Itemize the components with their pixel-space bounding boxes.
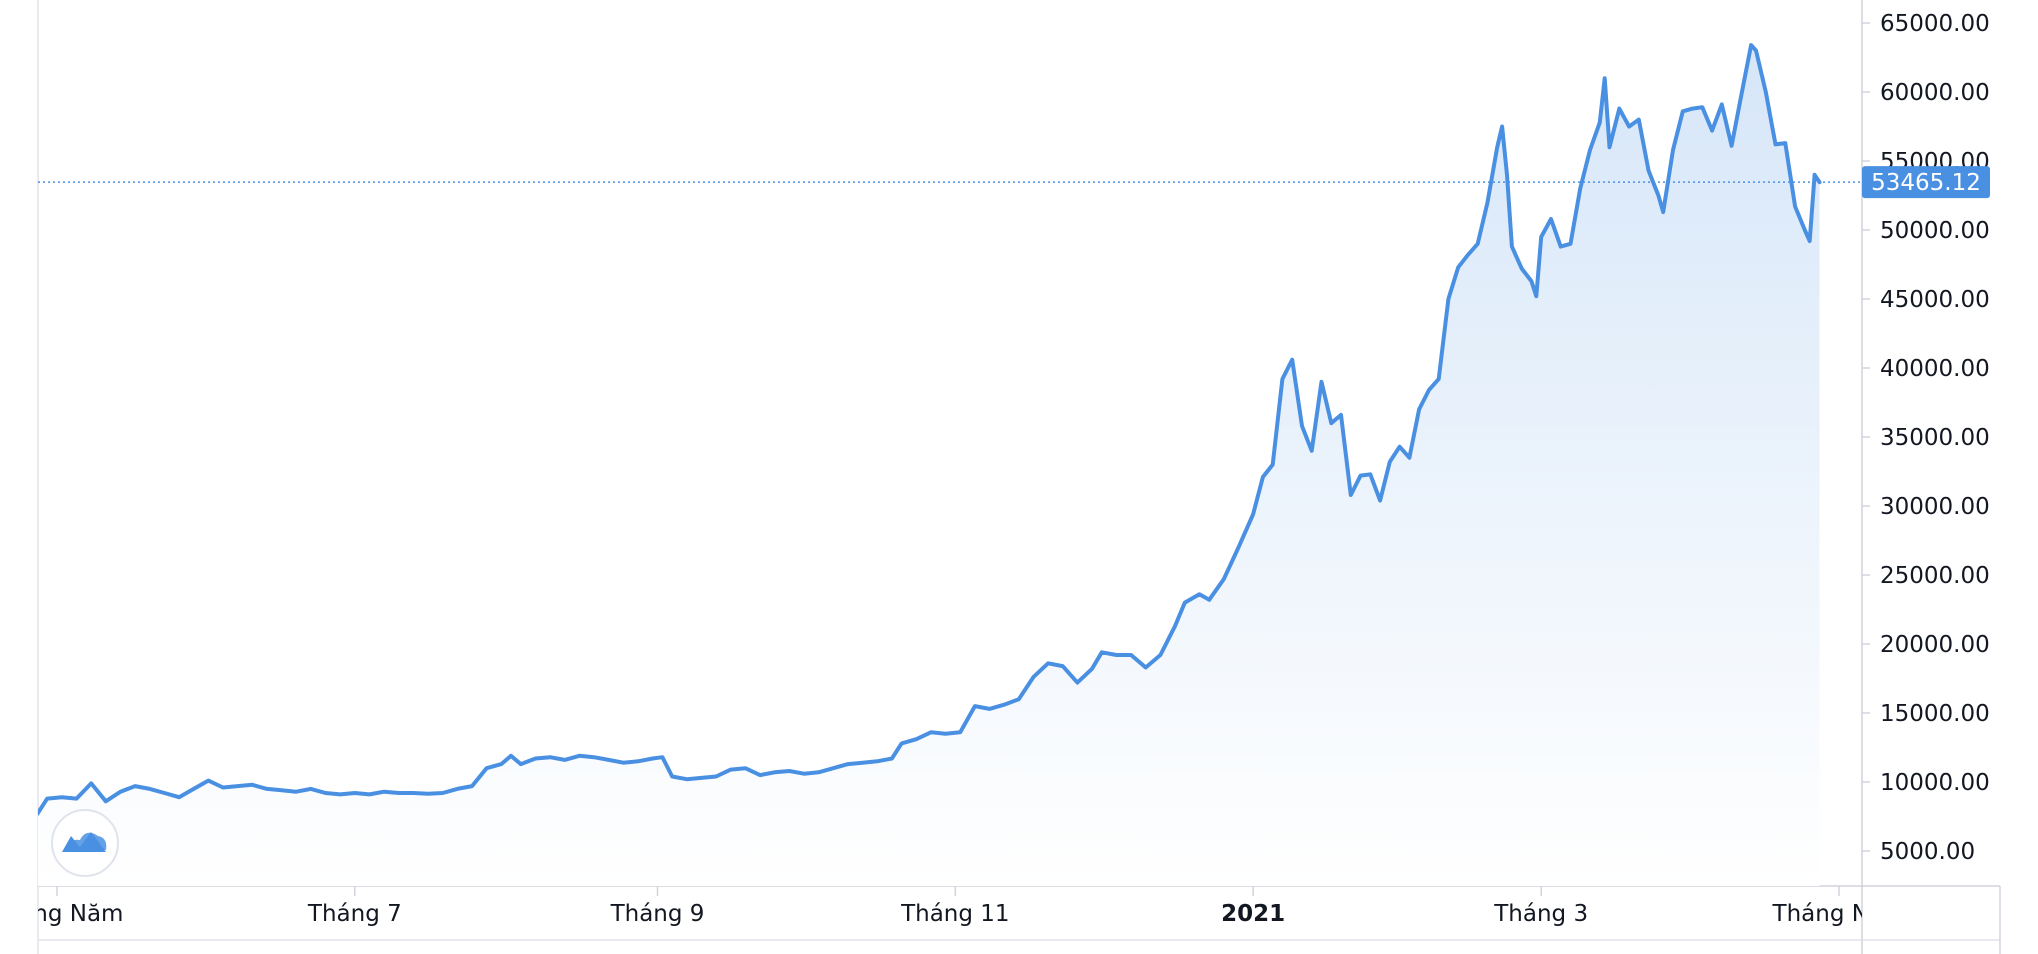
x-tick-label: Tháng Năm	[0, 901, 123, 927]
y-tick-label: 30000.00	[1880, 494, 1990, 520]
y-tick-label: 40000.00	[1880, 356, 1990, 382]
price-area-fill	[38, 45, 1820, 886]
time-axis: Tháng Năm Tháng 7 Tháng 9 Tháng 11 2021 Tháng…	[0, 886, 1906, 927]
y-tick-label: 10000.00	[1880, 770, 1990, 796]
y-tick-label: 65000.00	[1880, 11, 1990, 37]
price-line	[38, 43, 1822, 816]
last-price-label: 53465.12	[1871, 170, 1981, 196]
price-axis: 65000.0060000.0055000.0050000.0045000.00…	[1862, 11, 1990, 865]
y-tick-label: 60000.00	[1880, 80, 1990, 106]
x-tick-label: Tháng 3	[1493, 901, 1588, 927]
y-tick-label: 45000.00	[1880, 287, 1990, 313]
x-tick-label: 2021	[1221, 901, 1285, 927]
y-tick-label: 50000.00	[1880, 218, 1990, 244]
y-tick-label: 25000.00	[1880, 563, 1990, 589]
y-tick-label: 5000.00	[1880, 839, 1975, 865]
y-tick-label: 15000.00	[1880, 701, 1990, 727]
tradingview-logo-button[interactable]	[51, 809, 119, 877]
logo-icon	[62, 832, 107, 852]
x-tick-label: Tháng 7	[307, 901, 402, 927]
last-price-tag: 53465.12	[1862, 166, 1990, 199]
x-tick-label: Tháng 9	[610, 901, 705, 927]
x-tick-label: Tháng Năm	[1772, 901, 1906, 927]
y-tick-label: 35000.00	[1880, 425, 1990, 451]
y-tick-label: 20000.00	[1880, 632, 1990, 658]
x-tick-label: Tháng 11	[900, 901, 1009, 927]
